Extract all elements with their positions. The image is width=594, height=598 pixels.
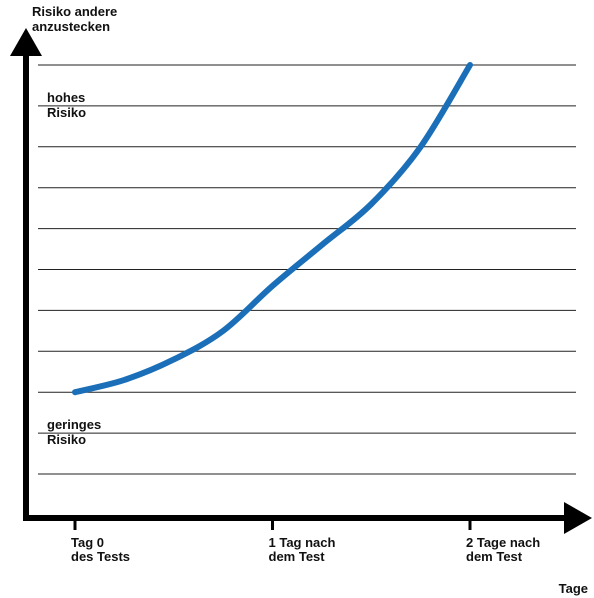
risk-annotation: geringes Risiko	[47, 417, 101, 447]
axes	[10, 28, 592, 534]
y-annotations: hohes Risiko geringes Risiko	[47, 90, 101, 447]
y-axis-label: Risiko andere anzustecken	[32, 4, 117, 34]
x-tick-label: 2 Tage nach dem Test	[466, 535, 540, 564]
x-axis-arrow	[564, 502, 592, 534]
x-ticks: Tag 0 des Tests 1 Tag nach dem Test 2 Tage n…	[71, 518, 540, 564]
risk-annotation: hohes Risiko	[47, 90, 86, 120]
x-tick-label: Tag 0 des Tests	[71, 535, 130, 564]
risk-curve	[72, 62, 473, 396]
x-axis-label: Tage	[559, 581, 588, 596]
gridlines	[38, 64, 576, 475]
series-layer	[72, 62, 473, 396]
x-tick-label: 1 Tag nach dem Test	[269, 535, 336, 564]
y-axis-arrow	[10, 28, 42, 56]
